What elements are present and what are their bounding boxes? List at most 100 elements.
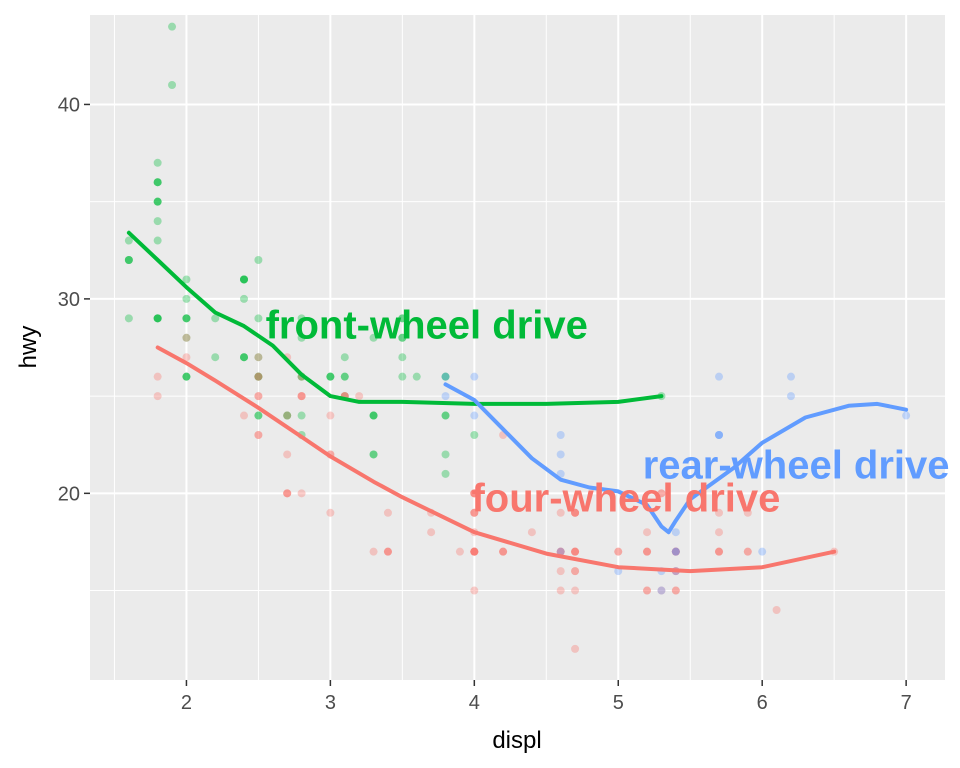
data-point-4 — [153, 392, 162, 401]
data-point-4 — [715, 547, 724, 556]
data-point-4 — [297, 392, 306, 401]
plot-panel — [90, 15, 945, 680]
smooth-line-4 — [155, 345, 837, 574]
data-point-f — [153, 197, 162, 206]
data-point-4 — [182, 353, 191, 362]
data-point-r — [556, 431, 565, 439]
data-point-4 — [326, 411, 335, 420]
data-point-f — [254, 411, 263, 420]
data-points — [124, 22, 911, 653]
data-point-f — [297, 314, 306, 323]
data-point-f — [283, 411, 292, 420]
data-point-r — [758, 547, 767, 556]
data-point-4 — [743, 547, 752, 556]
data-point-4 — [326, 508, 335, 517]
data-point-r — [786, 372, 795, 381]
data-point-4 — [571, 508, 580, 517]
data-point-f — [398, 333, 407, 342]
data-point-4 — [556, 508, 565, 517]
data-point-4 — [254, 431, 263, 439]
data-point-f — [369, 411, 378, 420]
data-point-f — [326, 372, 335, 381]
data-point-4 — [614, 547, 623, 556]
data-point-4 — [254, 353, 263, 362]
data-point-f — [153, 178, 162, 187]
data-point-f — [153, 158, 162, 167]
data-point-4 — [254, 392, 263, 401]
data-point-f — [124, 314, 133, 323]
data-point-f — [254, 314, 263, 323]
data-point-f — [340, 372, 349, 381]
data-point-4 — [571, 547, 580, 556]
data-point-f — [153, 197, 162, 206]
y-tick-label: 20 — [58, 483, 80, 505]
data-point-f — [153, 197, 162, 206]
data-point-f — [254, 411, 263, 420]
data-point-4 — [470, 489, 479, 498]
data-point-4 — [571, 508, 580, 517]
data-point-f — [211, 353, 220, 362]
data-point-4 — [470, 547, 479, 556]
data-point-4 — [643, 547, 652, 556]
data-point-f — [326, 372, 335, 381]
data-point-f — [441, 411, 450, 420]
x-tick-label: 6 — [757, 692, 768, 714]
data-point-4 — [671, 586, 680, 595]
data-point-f — [398, 372, 407, 381]
data-point-r — [470, 372, 479, 381]
data-point-f — [240, 275, 249, 284]
data-point-f — [326, 372, 335, 381]
data-point-4 — [427, 528, 436, 537]
data-point-f — [340, 353, 349, 362]
data-point-r — [715, 431, 724, 439]
data-point-f — [240, 353, 249, 362]
y-axis-title: hwy — [15, 326, 42, 369]
data-point-4 — [556, 547, 565, 556]
data-point-4 — [470, 508, 479, 517]
annotation-label-f: front-wheel drive — [266, 304, 588, 348]
data-point-f — [254, 256, 263, 264]
data-point-r — [902, 411, 911, 420]
data-point-4 — [743, 547, 752, 556]
data-point-f — [153, 217, 162, 226]
data-point-4 — [571, 547, 580, 556]
data-point-4 — [772, 606, 781, 614]
data-point-f — [124, 236, 133, 245]
data-point-f — [254, 372, 263, 381]
data-point-4 — [283, 489, 292, 498]
data-point-f — [254, 353, 263, 362]
data-point-4 — [297, 489, 306, 498]
data-point-f — [297, 411, 306, 420]
data-point-f — [182, 314, 191, 323]
data-point-f — [369, 411, 378, 420]
data-point-4 — [470, 586, 479, 595]
data-point-4 — [182, 333, 191, 342]
data-point-r — [715, 431, 724, 439]
x-tick-label: 3 — [325, 692, 336, 714]
data-point-4 — [556, 547, 565, 556]
data-point-r — [671, 547, 680, 556]
data-point-4 — [283, 489, 292, 498]
data-point-f — [211, 314, 220, 323]
data-point-4 — [499, 547, 508, 556]
data-point-4 — [643, 528, 652, 537]
data-point-r — [671, 528, 680, 537]
data-point-f — [153, 236, 162, 245]
data-point-4 — [470, 489, 479, 498]
data-point-f — [369, 411, 378, 420]
data-point-4 — [297, 392, 306, 401]
data-point-4 — [614, 547, 623, 556]
data-point-4 — [470, 547, 479, 556]
data-point-4 — [657, 586, 666, 595]
data-point-4 — [455, 547, 464, 556]
data-point-4 — [571, 508, 580, 517]
data-point-4 — [499, 547, 508, 556]
data-point-4 — [643, 547, 652, 556]
data-point-f — [254, 372, 263, 381]
y-tick-label: 30 — [58, 289, 80, 311]
data-point-r — [786, 392, 795, 401]
data-point-f — [182, 333, 191, 342]
annotations: front-wheel drive rear-wheel drivefour-wh… — [266, 304, 950, 521]
annotation-label-4: four-wheel drive — [471, 477, 780, 521]
data-point-f — [153, 314, 162, 323]
